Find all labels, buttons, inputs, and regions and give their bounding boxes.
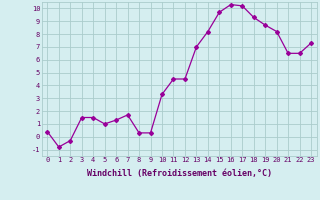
X-axis label: Windchill (Refroidissement éolien,°C): Windchill (Refroidissement éolien,°C) (87, 169, 272, 178)
